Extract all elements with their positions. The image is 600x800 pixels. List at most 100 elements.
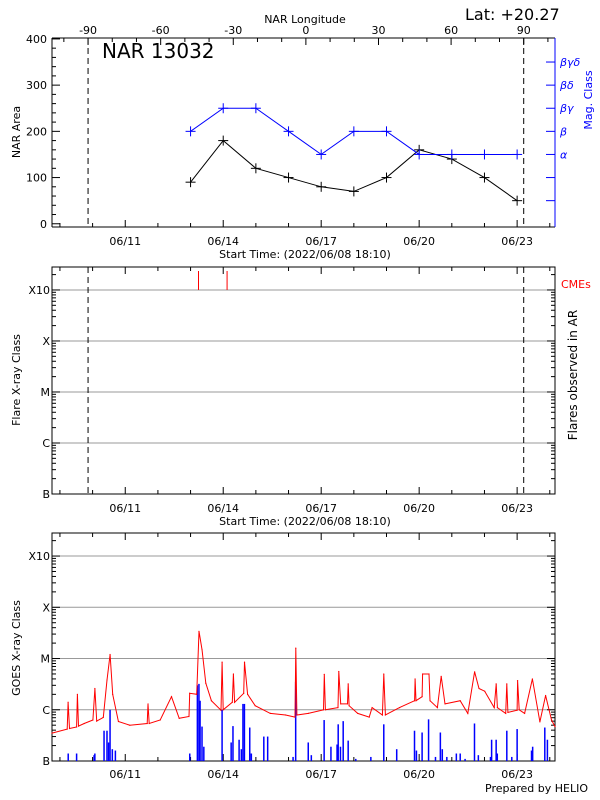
longitude-tick-label: 90 <box>517 24 531 37</box>
goes-long-channel-point <box>506 683 508 685</box>
goes-long-channel-point <box>76 693 78 695</box>
goes-long-channel-point <box>414 678 416 680</box>
x-tick-label: 06/11 <box>109 768 141 781</box>
goes-long-channel-point <box>66 728 68 730</box>
goes-long-channel-point <box>231 701 233 703</box>
goes-long-channel-point <box>467 712 469 714</box>
goes-long-channel-point <box>436 707 439 709</box>
goes-long-channel-point <box>505 712 507 714</box>
goes-long-channel-point <box>189 692 191 694</box>
goes-long-channel-point <box>295 647 297 649</box>
plot-frame <box>51 266 556 495</box>
y-tick-label: M <box>41 386 51 399</box>
y-tick-label: X10 <box>28 550 50 563</box>
goes-long-channel-point <box>323 673 325 676</box>
goes-long-channel-point <box>106 679 108 681</box>
goes-long-channel-point <box>340 703 342 705</box>
goes-long-channel-point <box>76 726 78 728</box>
x-tick-label: 06/20 <box>403 235 435 248</box>
goes-long-channel-point <box>117 720 120 723</box>
goes-long-channel-point <box>524 712 526 714</box>
y-axis-label-flare-class: Flare X-ray Class <box>10 334 23 426</box>
y-tick-label: 100 <box>26 172 47 185</box>
goes-long-channel-point <box>205 682 207 684</box>
x-tick-label: 06/11 <box>109 235 141 248</box>
x-tick-label: 06/14 <box>207 235 239 248</box>
goes-long-channel-point <box>232 673 235 675</box>
goes-long-channel-point <box>83 722 85 725</box>
y2-tick-label: βδ <box>559 79 574 92</box>
goes-long-channel-point <box>243 661 246 663</box>
y-tick-label: X <box>42 601 50 614</box>
goes-long-channel-point <box>338 670 340 673</box>
y2-axis-label-mag-class: Mag. Class <box>582 70 595 129</box>
goes-long-channel-point <box>284 714 287 716</box>
y-axis-label-goes-class: GOES X-ray Class <box>10 600 23 696</box>
latitude-label: Lat: +20.27 <box>465 5 560 24</box>
goes-long-channel-point <box>337 707 339 709</box>
goes-long-channel-point <box>102 716 104 718</box>
y2-tick-label: β <box>559 125 567 138</box>
y-tick-label: C <box>42 437 50 450</box>
goes-long-channel-point <box>484 690 486 692</box>
goes-long-channel-point <box>421 696 423 698</box>
goes-long-channel-point <box>296 714 298 716</box>
goes-long-channel-point <box>178 717 180 719</box>
goes-long-channel-point <box>478 687 480 690</box>
x-tick-label: 06/20 <box>403 502 435 515</box>
goes-long-channel-point <box>357 712 359 714</box>
goes-long-channel-point <box>68 727 71 730</box>
goes-long-channel-point <box>516 709 518 711</box>
goes-long-channel-point <box>444 703 446 705</box>
goes-long-channel-point <box>243 692 245 694</box>
x-tick-label: 06/17 <box>305 502 337 515</box>
goes-long-channel-point <box>220 709 222 711</box>
goes-long-channel-point <box>531 678 534 680</box>
goes-long-channel-point <box>539 721 541 723</box>
goes-long-channel-line <box>51 631 556 734</box>
x-tick-label: 06/23 <box>501 235 533 248</box>
goes-long-channel-point <box>459 700 461 702</box>
goes-long-channel-point <box>307 712 309 714</box>
region-title: NAR 13032 <box>102 39 215 63</box>
y-tick-label: X10 <box>28 284 50 297</box>
longitude-tick-label: -90 <box>79 24 97 37</box>
longitude-tick-label: 30 <box>371 24 385 37</box>
x-tick-label: 06/23 <box>501 502 533 515</box>
goes-long-channel-point <box>381 714 384 716</box>
goes-long-channel-point <box>254 705 256 707</box>
goes-long-channel-point <box>77 725 80 727</box>
x-tick-label: 06/14 <box>207 502 239 515</box>
y-tick-label: C <box>42 704 50 717</box>
goes-long-channel-point <box>196 693 198 695</box>
goes-long-channel-point <box>322 709 325 711</box>
goes-long-channel-point <box>198 630 200 632</box>
y-axis-label-nar-area: NAR Area <box>10 106 23 158</box>
goes-long-channel-point <box>188 715 190 718</box>
goes-long-channel-point <box>147 703 149 705</box>
y-tick-label: 300 <box>26 79 47 92</box>
credit-label: Prepared by HELIO <box>485 782 588 795</box>
goes-long-channel-point <box>428 673 430 675</box>
goes-long-channel-point <box>222 709 224 711</box>
goes-long-channel-point <box>129 724 131 726</box>
x-tick-label: 06/23 <box>501 768 533 781</box>
goes-long-channel-point <box>148 722 150 725</box>
goes-long-channel-point <box>112 693 114 695</box>
x-tick-label: 06/11 <box>109 502 141 515</box>
goes-long-channel-point <box>429 700 431 702</box>
goes-long-channel-point <box>347 683 349 685</box>
y-tick-label: 200 <box>26 125 47 138</box>
x-axis-label-panel1: Start Time: (2022/06/08 18:10) <box>219 248 391 261</box>
goes-long-channel-point <box>67 701 69 703</box>
goes-long-channel-point <box>109 653 111 656</box>
goes-long-channel-point <box>415 700 417 702</box>
y-tick-label: B <box>42 755 50 768</box>
goes-long-channel-point <box>371 707 373 709</box>
goes-long-channel-point <box>493 707 495 709</box>
goes-long-channel-point <box>146 722 148 725</box>
goes-long-channel-point <box>421 673 424 675</box>
goes-long-channel-point <box>201 648 203 651</box>
